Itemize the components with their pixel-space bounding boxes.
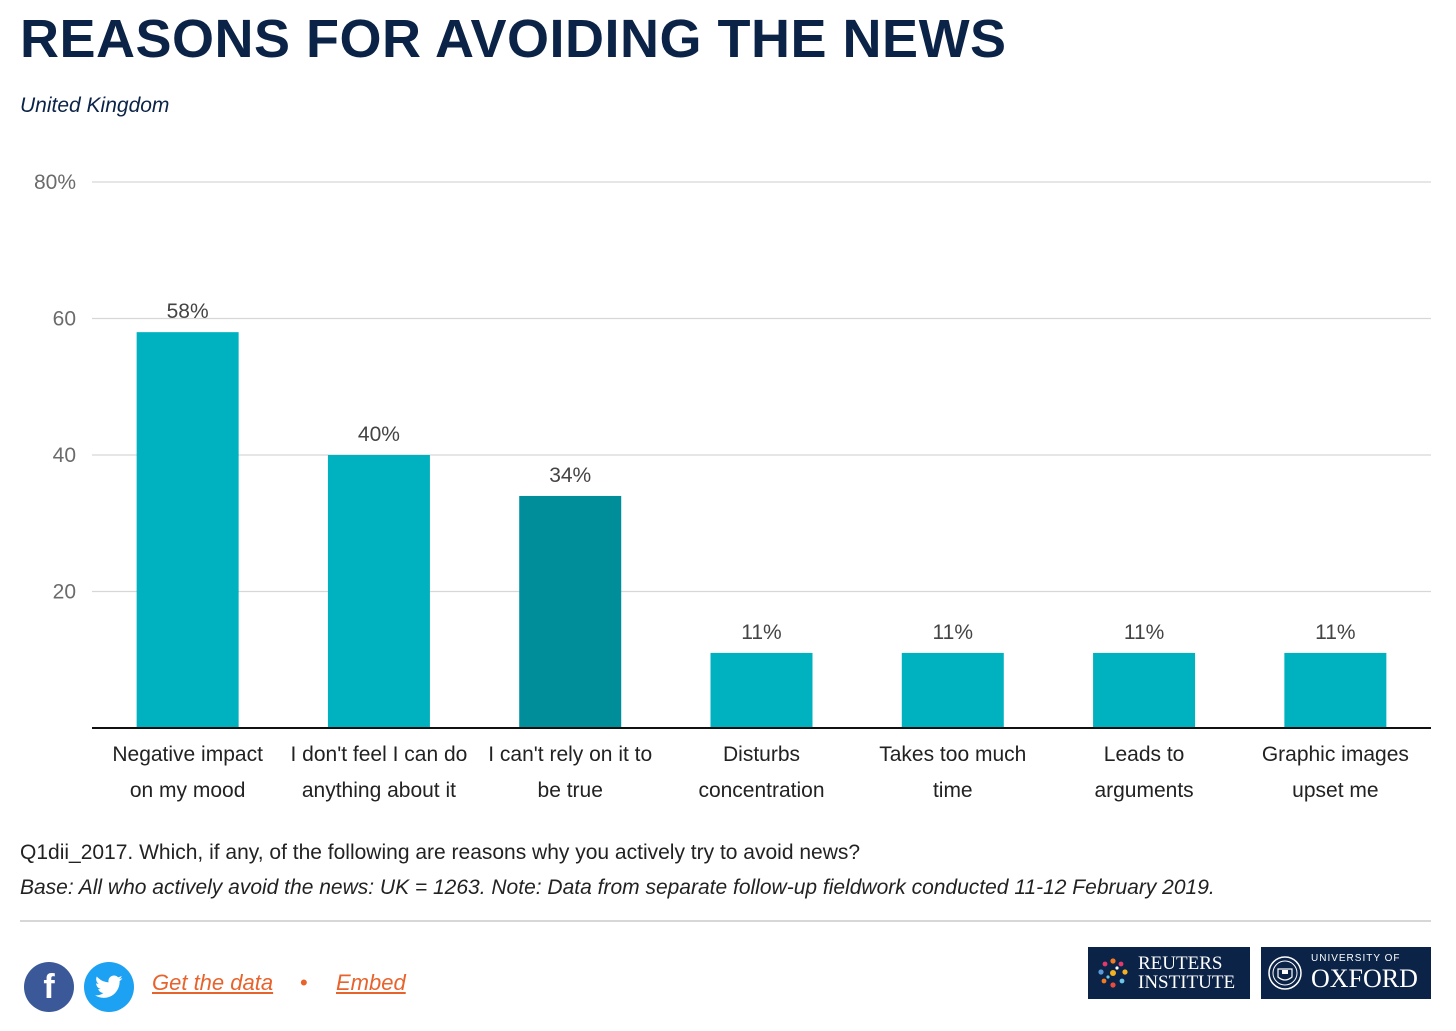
embed-link[interactable]: Embed: [336, 970, 406, 995]
category-label: be true: [538, 779, 603, 802]
facebook-icon: f: [43, 967, 55, 1006]
oxford-line2: OXFORD: [1311, 963, 1418, 993]
bar: [519, 495, 622, 728]
link-separator: •: [300, 970, 308, 995]
y-tick-label: 80%: [34, 171, 76, 194]
oxford-line1: UNIVERSITY OF: [1311, 952, 1401, 964]
reuters-line2: INSTITUTE: [1138, 972, 1236, 993]
reuters-institute-logo[interactable]: REUTERS INSTITUTE: [1088, 947, 1250, 999]
twitter-icon: [95, 975, 123, 998]
category-label: Takes too much: [879, 743, 1026, 766]
university-of-oxford-logo[interactable]: UNIVERSITY OF OXFORD: [1261, 947, 1431, 999]
oxford-crest-icon: [1268, 956, 1302, 990]
category-label: on my mood: [130, 779, 246, 802]
category-label: arguments: [1094, 779, 1193, 802]
footer-divider: [20, 920, 1431, 922]
survey-question: Q1dii_2017. Which, if any, of the follow…: [20, 841, 861, 864]
category-label: upset me: [1292, 779, 1378, 802]
data-label: 11%: [1315, 621, 1355, 644]
twitter-share-button[interactable]: [84, 962, 134, 1012]
bar: [1284, 652, 1387, 728]
y-tick-label: 60: [53, 308, 76, 331]
reuters-dots-icon: [1098, 958, 1128, 988]
data-label: 58%: [167, 300, 209, 323]
y-tick-label: 40: [53, 444, 76, 467]
category-label: Graphic images: [1262, 743, 1409, 766]
chart-title: REASONS FOR AVOIDING THE NEWS: [20, 9, 1007, 69]
bar: [327, 455, 430, 728]
category-label: anything about it: [302, 779, 456, 802]
category-label: time: [933, 779, 973, 802]
data-label: 11%: [741, 621, 781, 644]
reuters-line1: REUTERS: [1138, 953, 1223, 974]
category-label: concentration: [698, 779, 824, 802]
category-label: I can't rely on it to: [488, 743, 652, 766]
data-label: 11%: [933, 621, 973, 644]
data-label: 40%: [358, 423, 400, 446]
y-tick-label: 20: [53, 581, 76, 604]
facebook-share-button[interactable]: f: [24, 962, 74, 1012]
bar-chart: 20 40 60 80% 58% Negative impact on my mood 40%…: [34, 171, 1431, 802]
category-label: I don't feel I can do: [291, 743, 468, 766]
bar: [710, 652, 813, 728]
data-label: 34%: [549, 464, 591, 487]
base-note: Base: All who actively avoid the news: U…: [20, 876, 1215, 899]
bar: [901, 652, 1004, 728]
chart-subtitle: United Kingdom: [20, 94, 170, 117]
category-label: Disturbs: [723, 743, 800, 766]
bar: [1093, 652, 1196, 728]
bar: [136, 332, 239, 728]
category-label: Negative impact: [112, 743, 263, 766]
data-label: 11%: [1124, 621, 1164, 644]
get-the-data-link[interactable]: Get the data: [152, 970, 274, 995]
category-label: Leads to: [1104, 743, 1185, 766]
